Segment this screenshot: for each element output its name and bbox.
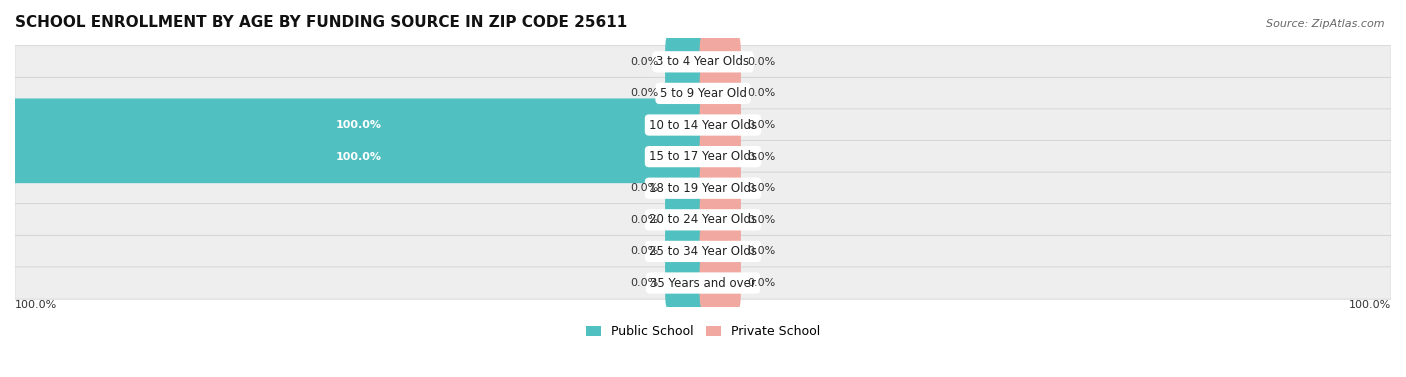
- Text: 0.0%: 0.0%: [748, 57, 776, 67]
- FancyBboxPatch shape: [700, 225, 741, 278]
- Text: 0.0%: 0.0%: [748, 89, 776, 98]
- FancyBboxPatch shape: [15, 141, 1391, 173]
- FancyBboxPatch shape: [11, 98, 706, 152]
- FancyBboxPatch shape: [665, 256, 706, 310]
- FancyBboxPatch shape: [665, 162, 706, 215]
- Text: 20 to 24 Year Olds: 20 to 24 Year Olds: [650, 213, 756, 226]
- Text: 25 to 34 Year Olds: 25 to 34 Year Olds: [650, 245, 756, 258]
- FancyBboxPatch shape: [15, 46, 1391, 78]
- Text: 0.0%: 0.0%: [630, 57, 658, 67]
- FancyBboxPatch shape: [665, 193, 706, 246]
- FancyBboxPatch shape: [700, 130, 741, 183]
- Text: 100.0%: 100.0%: [336, 120, 382, 130]
- Legend: Public School, Private School: Public School, Private School: [581, 320, 825, 343]
- Text: Source: ZipAtlas.com: Source: ZipAtlas.com: [1267, 19, 1385, 29]
- Text: 100.0%: 100.0%: [336, 152, 382, 162]
- Text: 0.0%: 0.0%: [630, 89, 658, 98]
- Text: 5 to 9 Year Old: 5 to 9 Year Old: [659, 87, 747, 100]
- FancyBboxPatch shape: [700, 162, 741, 215]
- FancyBboxPatch shape: [15, 267, 1391, 299]
- Text: 10 to 14 Year Olds: 10 to 14 Year Olds: [650, 118, 756, 132]
- FancyBboxPatch shape: [700, 256, 741, 310]
- Text: 35 Years and over: 35 Years and over: [650, 276, 756, 290]
- Text: 0.0%: 0.0%: [748, 152, 776, 162]
- FancyBboxPatch shape: [700, 35, 741, 88]
- Text: 100.0%: 100.0%: [15, 299, 58, 310]
- FancyBboxPatch shape: [15, 77, 1391, 110]
- Text: 0.0%: 0.0%: [630, 247, 658, 256]
- Text: 0.0%: 0.0%: [630, 278, 658, 288]
- FancyBboxPatch shape: [15, 235, 1391, 268]
- Text: 0.0%: 0.0%: [748, 120, 776, 130]
- Text: 15 to 17 Year Olds: 15 to 17 Year Olds: [650, 150, 756, 163]
- Text: 0.0%: 0.0%: [748, 183, 776, 193]
- FancyBboxPatch shape: [700, 98, 741, 152]
- FancyBboxPatch shape: [11, 130, 706, 183]
- Text: 0.0%: 0.0%: [748, 278, 776, 288]
- FancyBboxPatch shape: [665, 35, 706, 88]
- FancyBboxPatch shape: [15, 172, 1391, 204]
- Text: SCHOOL ENROLLMENT BY AGE BY FUNDING SOURCE IN ZIP CODE 25611: SCHOOL ENROLLMENT BY AGE BY FUNDING SOUR…: [15, 15, 627, 30]
- FancyBboxPatch shape: [665, 225, 706, 278]
- Text: 18 to 19 Year Olds: 18 to 19 Year Olds: [650, 182, 756, 195]
- Text: 3 to 4 Year Olds: 3 to 4 Year Olds: [657, 55, 749, 68]
- Text: 0.0%: 0.0%: [630, 215, 658, 225]
- Text: 100.0%: 100.0%: [1348, 299, 1391, 310]
- FancyBboxPatch shape: [15, 204, 1391, 236]
- Text: 0.0%: 0.0%: [748, 215, 776, 225]
- Text: 0.0%: 0.0%: [748, 247, 776, 256]
- FancyBboxPatch shape: [15, 109, 1391, 141]
- FancyBboxPatch shape: [665, 67, 706, 120]
- Text: 0.0%: 0.0%: [630, 183, 658, 193]
- FancyBboxPatch shape: [700, 67, 741, 120]
- FancyBboxPatch shape: [700, 193, 741, 246]
